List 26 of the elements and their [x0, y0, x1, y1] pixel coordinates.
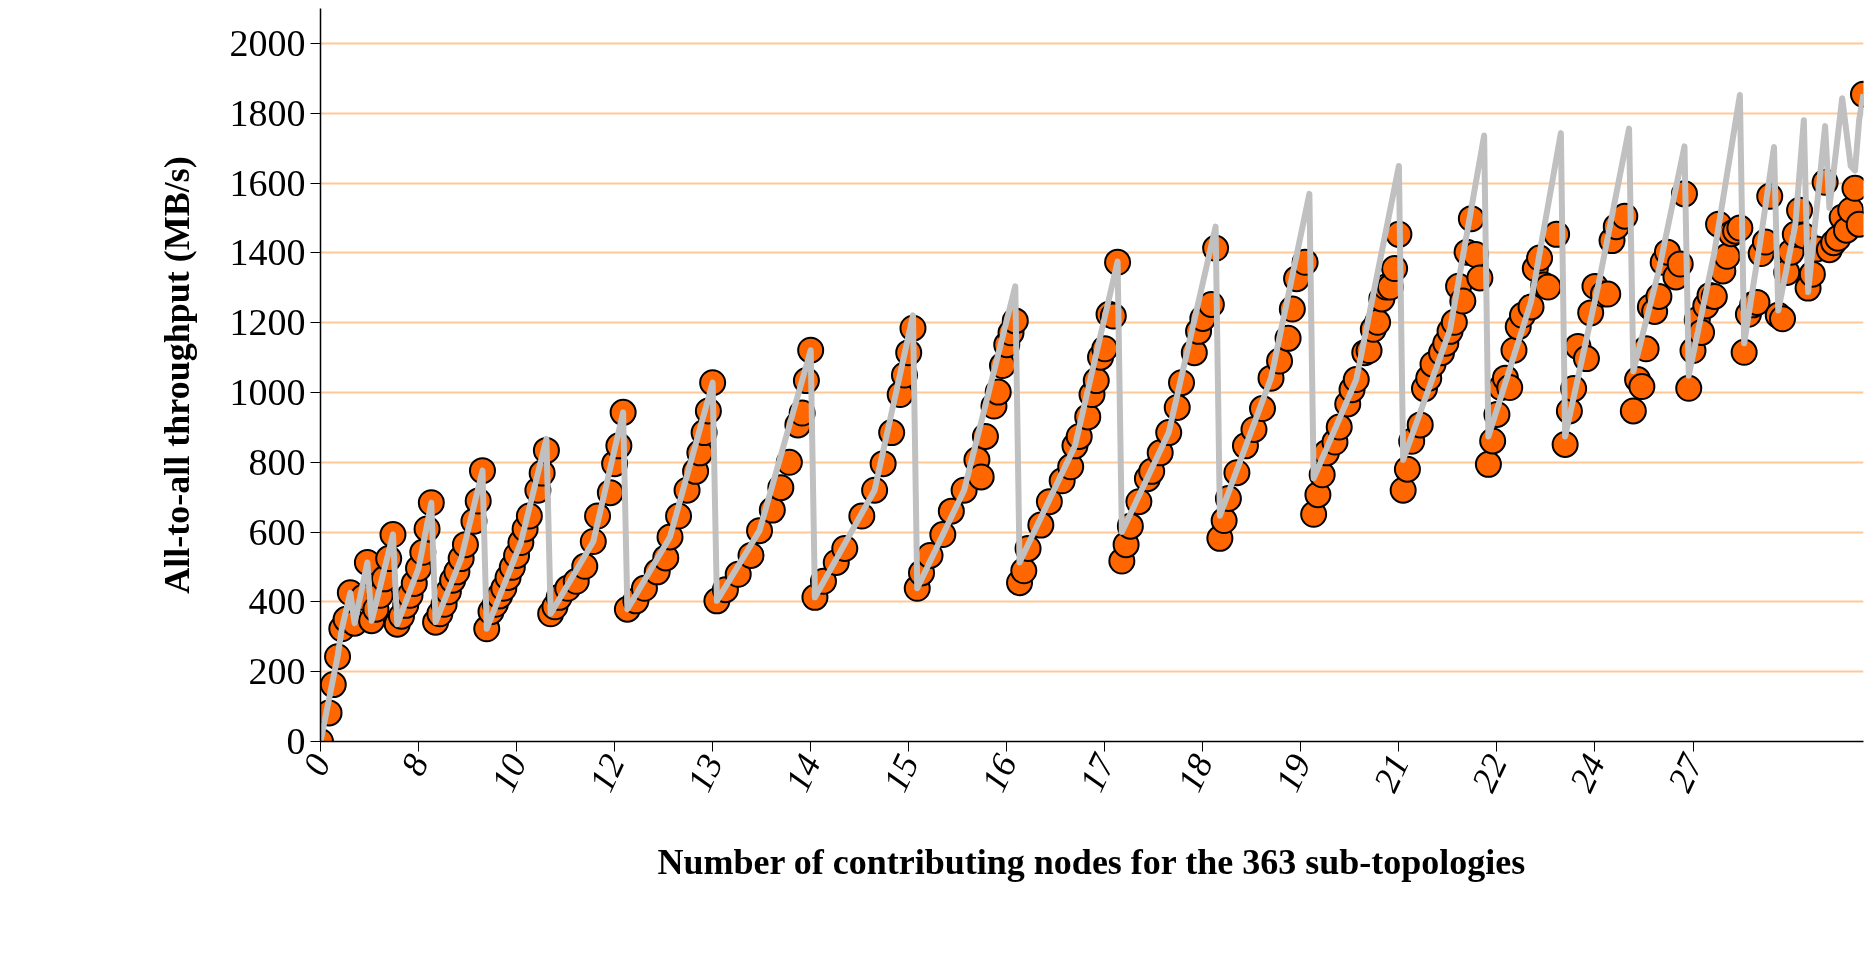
x-tick-label: 8 — [392, 748, 437, 782]
x-tick-label: 16 — [973, 748, 1025, 798]
x-tick-label: 12 — [581, 748, 633, 798]
x-tick-label: 19 — [1267, 748, 1319, 798]
x-tick-label: 17 — [1071, 746, 1124, 798]
x-tick-label: 22 — [1463, 748, 1516, 798]
y-tick-label: 1200 — [229, 301, 306, 344]
y-tick-label: 1600 — [229, 161, 306, 204]
y-tick-label: 1800 — [229, 91, 306, 134]
y-tick-label: 1400 — [229, 231, 306, 274]
x-axis-title: Number of contributing nodes for the 363 sub-topologies — [657, 842, 1526, 883]
x-tick-label: 14 — [777, 748, 829, 798]
y-tick-label: 1000 — [229, 370, 306, 413]
y-tick-label: 400 — [248, 580, 306, 623]
x-tick-label: 24 — [1561, 748, 1614, 798]
y-tick-label: 2000 — [229, 21, 306, 64]
y-tick-label: 600 — [248, 510, 306, 553]
y-tick-label: 800 — [248, 440, 306, 483]
x-tick-label: 18 — [1169, 748, 1221, 798]
x-tick-label: 15 — [875, 748, 927, 798]
x-tick-label: 10 — [483, 748, 535, 798]
x-tick-label: 13 — [679, 748, 731, 798]
x-tick-label: 27 — [1659, 746, 1712, 798]
y-tick-label: 200 — [248, 650, 306, 693]
x-tick-label: 21 — [1365, 748, 1418, 798]
y-axis-title: All-to-all throughput (MB/s) — [156, 156, 197, 594]
